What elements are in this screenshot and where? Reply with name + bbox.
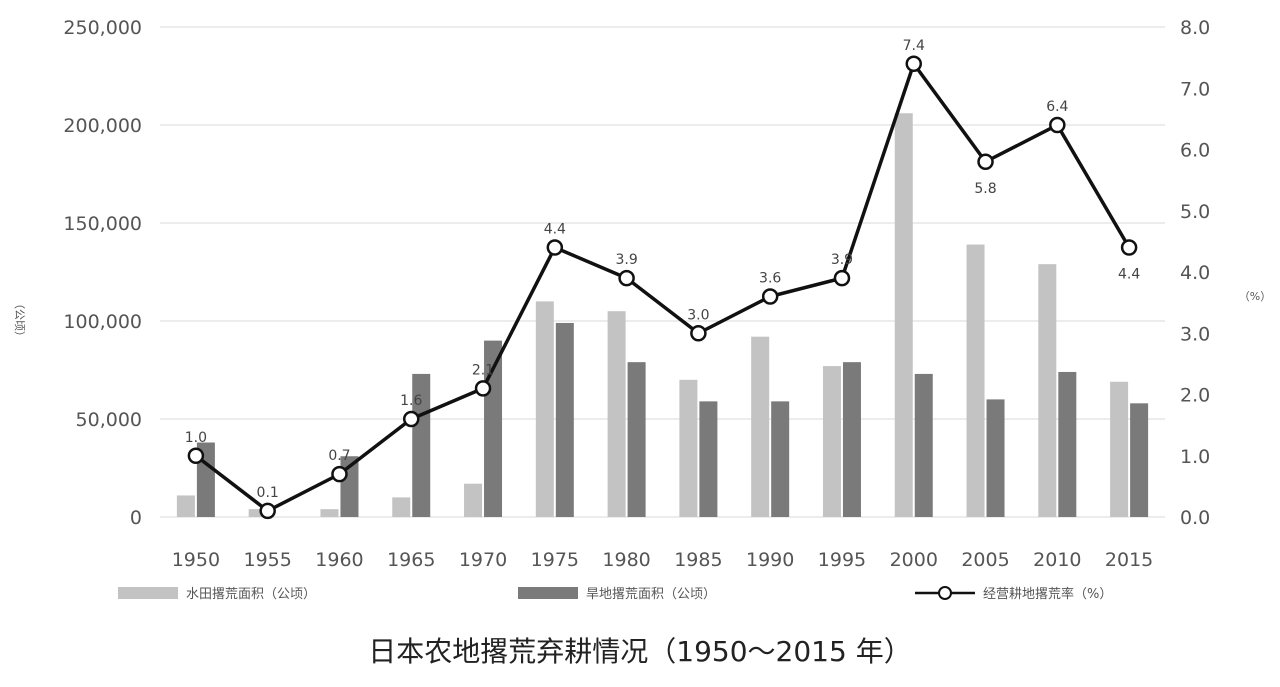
bar-dry-2010 [1058,371,1077,517]
rate-point-2000 [905,55,922,72]
left-axis-tick-label: 150,000 [63,213,142,235]
legend-swatch-rate-marker [938,586,952,600]
right-axis-tick-label: 5.0 [1180,201,1210,223]
bar-paddy-1955 [248,509,267,517]
rate-line [194,62,1131,513]
rate-label-1995: 3.9 [831,252,853,268]
right-axis-tick-label: 3.0 [1180,323,1210,345]
bar-dry-2015 [1130,403,1149,517]
right-axis-tick-label: 2.0 [1180,385,1210,407]
right-axis-tick-label: 8.0 [1180,17,1210,39]
rate-point-1955 [259,502,276,520]
right-axis-label: （%） [1239,290,1271,303]
x-tick-label-1990: 1990 [746,549,794,571]
bar-paddy-1950 [176,495,195,517]
bar-paddy-2010 [1038,264,1057,517]
bar-paddy-2015 [1110,381,1129,517]
legend-label-paddy: 水田撂荒面积（公顷） [186,587,316,602]
rate-point-1950 [187,447,205,464]
right-axis-tick-label: 6.0 [1180,140,1210,162]
x-tick-label-1955: 1955 [243,549,291,571]
bar-paddy-1980 [607,311,626,517]
rate-label-1980: 3.9 [615,252,637,268]
rate-label-1975: 4.4 [544,222,566,238]
x-tick-label-2015: 2015 [1105,549,1153,571]
rate-label-1985: 3.0 [687,307,709,323]
rate-point-2005 [977,153,994,170]
rate-point-1975 [546,239,564,256]
bar-paddy-2000 [894,113,913,518]
rate-point-2015 [1120,239,1138,256]
bar-dry-1965 [412,373,431,517]
right-axis-tick-label: 7.0 [1180,78,1210,100]
x-tick-label-2010: 2010 [1033,549,1081,571]
bar-dry-1990 [771,401,790,517]
bar-dry-1980 [627,362,646,517]
x-tick-label-1995: 1995 [818,549,866,571]
x-tick-label-2000: 2000 [890,549,938,571]
legend-label-dry: 旱地撂荒面积（公顷） [586,587,716,602]
rate-label-2015: 4.4 [1118,267,1140,283]
bar-paddy-1985 [679,379,698,517]
rate-label-1990: 3.6 [759,271,781,287]
x-tick-label-1980: 1980 [602,549,650,571]
rate-label-2000: 7.4 [903,38,925,54]
rate-label-1965: 1.6 [400,393,422,409]
x-tick-label-1965: 1965 [387,549,435,571]
rate-point-1980 [618,269,635,287]
rate-point-1970 [474,380,492,397]
x-tick-label-1975: 1975 [531,549,579,571]
bar-paddy-1990 [751,336,770,517]
bar-paddy-1995 [822,366,841,517]
rate-label-1960: 0.7 [328,448,350,464]
rate-label-1950: 1.0 [185,430,207,446]
rate-point-1990 [761,288,779,305]
rate-label-1970: 2.1 [472,362,494,378]
left-axis-tick-label: 100,000 [63,311,142,333]
rate-point-2010 [1049,116,1066,134]
rate-point-1985 [690,325,707,342]
rate-label-2005: 5.8 [974,181,996,197]
bar-dry-1995 [842,362,861,517]
bar-paddy-1975 [535,301,554,517]
bar-dry-1985 [699,401,718,517]
left-axis-label: （公顷） [13,298,26,342]
right-axis-tick-label: 4.0 [1180,262,1210,284]
left-axis-tick-label: 200,000 [63,115,142,137]
bar-paddy-2005 [966,244,985,517]
x-tick-label-1985: 1985 [674,549,722,571]
rate-point-1995 [833,269,851,287]
legend-swatch-paddy [118,587,178,599]
bar-paddy-1965 [392,497,411,517]
left-axis-tick-label: 50,000 [76,409,142,431]
bar-dry-2005 [986,399,1005,517]
rate-label-2010: 6.4 [1046,99,1068,115]
x-tick-label-1950: 1950 [172,549,220,571]
rate-label-1955: 0.1 [257,485,279,501]
right-axis-tick-label: 1.0 [1180,446,1210,468]
right-axis-tick-label: 0.0 [1180,507,1210,529]
legend-label-rate: 经营耕地撂荒率（%） [983,586,1112,602]
x-tick-label-1960: 1960 [315,549,363,571]
bar-paddy-1960 [320,509,339,517]
left-axis-tick-label: 250,000 [63,17,142,39]
bar-dry-2000 [914,373,933,517]
rate-point-1965 [403,410,420,428]
x-tick-label-2005: 2005 [961,549,1009,571]
bar-paddy-1970 [464,483,483,517]
x-tick-label-1970: 1970 [459,549,507,571]
legend-swatch-dry [518,587,578,599]
bar-dry-1975 [555,322,574,517]
left-axis-tick-label: 0 [130,507,142,529]
rate-point-1960 [331,465,348,483]
chart-title: 日本农地撂荒弃耕情况（1950～2015 年） [368,635,912,668]
